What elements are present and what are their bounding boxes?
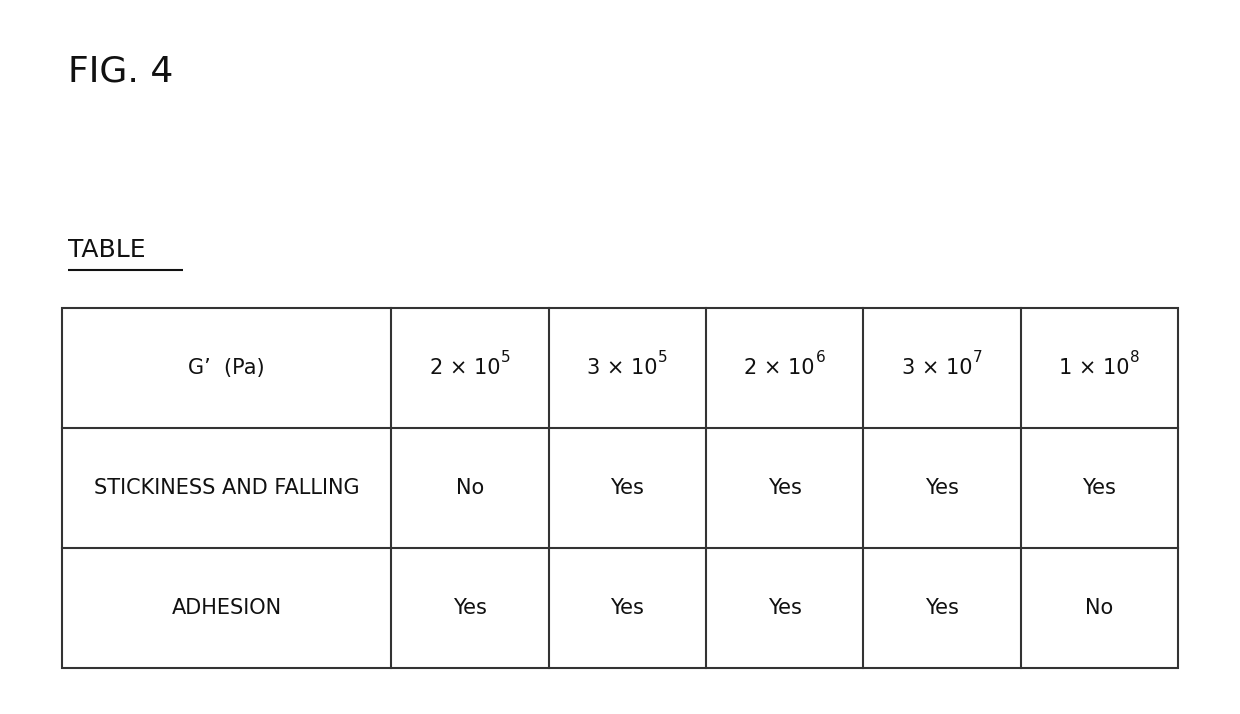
Text: Yes: Yes — [453, 598, 487, 618]
Text: Yes: Yes — [925, 598, 959, 618]
Text: Yes: Yes — [1083, 478, 1116, 498]
Text: 3 × 10: 3 × 10 — [901, 358, 972, 378]
Text: ADHESION: ADHESION — [171, 598, 281, 618]
Bar — [62, 308, 1178, 668]
Text: No: No — [1085, 598, 1114, 618]
Text: 8: 8 — [1131, 351, 1140, 366]
Text: No: No — [456, 478, 484, 498]
Text: 1 × 10: 1 × 10 — [1059, 358, 1130, 378]
Text: 6: 6 — [816, 351, 826, 366]
Text: TABLE: TABLE — [68, 238, 145, 262]
Text: 5: 5 — [501, 351, 511, 366]
Text: FIG. 4: FIG. 4 — [68, 55, 174, 89]
Text: Yes: Yes — [768, 478, 801, 498]
Text: 5: 5 — [658, 351, 668, 366]
Text: 2 × 10: 2 × 10 — [744, 358, 815, 378]
Text: 2 × 10: 2 × 10 — [429, 358, 500, 378]
Text: 3 × 10: 3 × 10 — [587, 358, 657, 378]
Text: Yes: Yes — [768, 598, 801, 618]
Text: 7: 7 — [973, 351, 982, 366]
Text: Yes: Yes — [610, 478, 645, 498]
Text: Yes: Yes — [925, 478, 959, 498]
Text: G’  (Pa): G’ (Pa) — [188, 358, 265, 378]
Text: Yes: Yes — [610, 598, 645, 618]
Text: STICKINESS AND FALLING: STICKINESS AND FALLING — [94, 478, 360, 498]
